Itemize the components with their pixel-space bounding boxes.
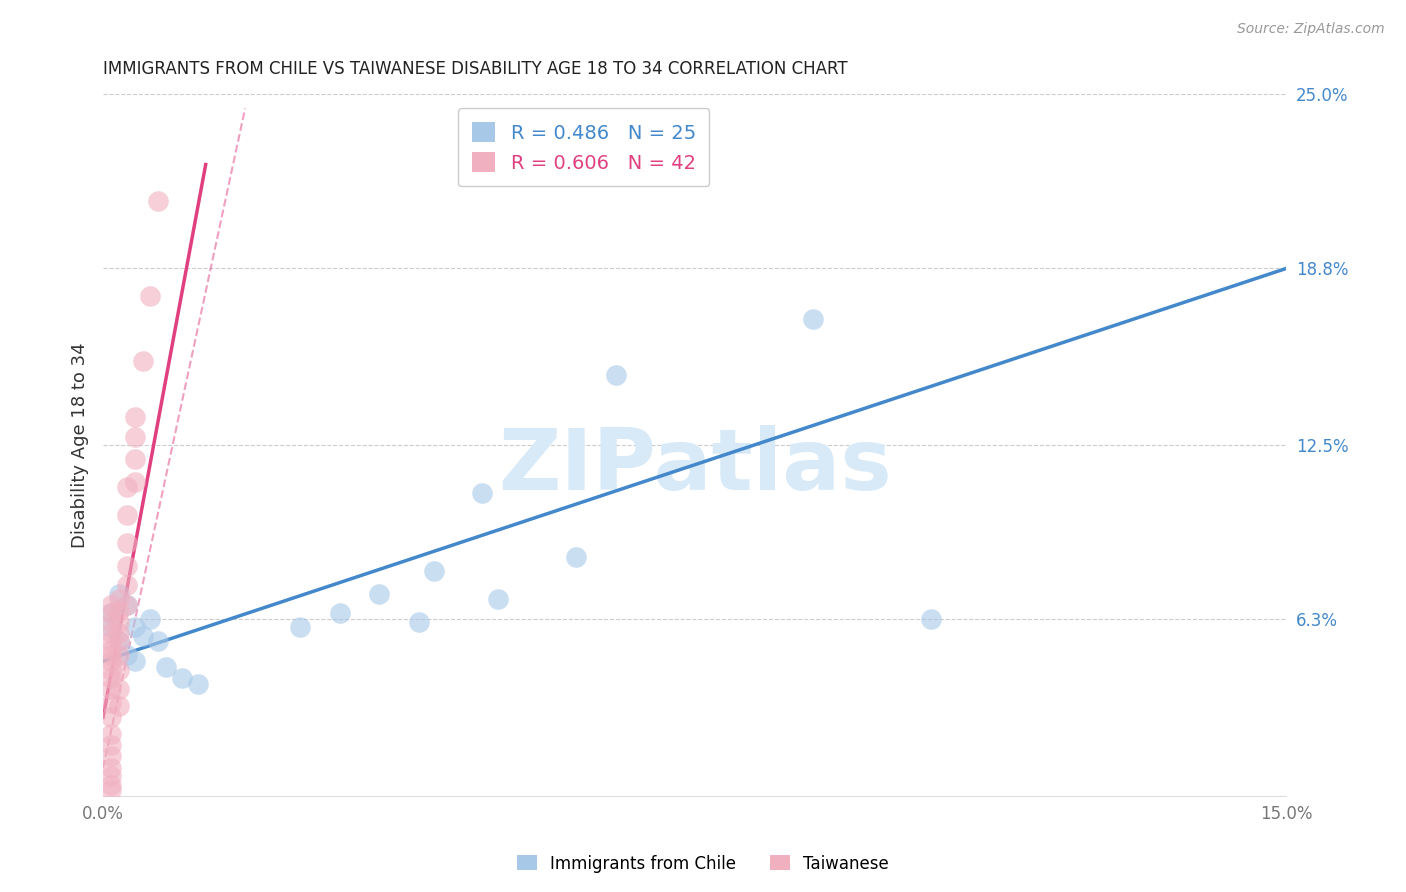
Point: [100, 769, 122, 783]
Point: [131, 629, 153, 643]
Point: [108, 604, 131, 618]
Point: [100, 663, 122, 677]
Point: [108, 634, 131, 648]
Point: [100, 607, 122, 621]
Point: [187, 676, 209, 690]
Point: [115, 558, 138, 573]
Point: [115, 578, 138, 592]
Y-axis label: Disability Age 18 to 34: Disability Age 18 to 34: [72, 343, 89, 548]
Point: [100, 607, 122, 621]
Point: [124, 430, 146, 444]
Point: [124, 620, 146, 634]
Point: [115, 648, 138, 663]
Text: Source: ZipAtlas.com: Source: ZipAtlas.com: [1237, 22, 1385, 37]
Point: [100, 654, 122, 668]
Point: [471, 485, 494, 500]
Point: [368, 587, 391, 601]
Point: [486, 592, 509, 607]
Point: [100, 778, 122, 792]
Point: [100, 783, 122, 797]
Point: [155, 659, 177, 673]
Point: [100, 620, 122, 634]
Point: [148, 634, 170, 648]
Point: [100, 761, 122, 775]
Point: [290, 620, 312, 634]
Point: [100, 671, 122, 685]
Point: [605, 368, 627, 382]
Point: [100, 710, 122, 724]
Point: [124, 410, 146, 425]
Point: [100, 626, 122, 640]
Point: [115, 480, 138, 494]
Point: [100, 696, 122, 710]
Point: [100, 634, 122, 648]
Point: [100, 643, 122, 657]
Point: [108, 663, 131, 677]
Point: [408, 615, 430, 629]
Point: [329, 607, 352, 621]
Point: [115, 536, 138, 550]
Point: [108, 626, 131, 640]
Point: [124, 452, 146, 467]
Point: [920, 612, 942, 626]
Point: [108, 682, 131, 697]
Point: [139, 289, 162, 303]
Point: [148, 194, 170, 208]
Legend: R = 0.486   N = 25, R = 0.606   N = 42: R = 0.486 N = 25, R = 0.606 N = 42: [458, 109, 710, 186]
Point: [108, 587, 131, 601]
Point: [115, 598, 138, 612]
Point: [139, 612, 162, 626]
Point: [124, 654, 146, 668]
Point: [100, 682, 122, 697]
Point: [108, 634, 131, 648]
Point: [115, 508, 138, 523]
Text: IMMIGRANTS FROM CHILE VS TAIWANESE DISABILITY AGE 18 TO 34 CORRELATION CHART: IMMIGRANTS FROM CHILE VS TAIWANESE DISAB…: [103, 60, 848, 78]
Point: [100, 615, 122, 629]
Point: [801, 311, 824, 326]
Point: [423, 565, 446, 579]
Point: [108, 615, 131, 629]
Point: [100, 749, 122, 764]
Point: [108, 698, 131, 713]
Point: [565, 550, 588, 565]
Point: [100, 727, 122, 741]
Point: [170, 671, 193, 685]
Text: ZIPatlas: ZIPatlas: [498, 425, 891, 508]
Point: [100, 598, 122, 612]
Point: [108, 592, 131, 607]
Point: [108, 648, 131, 663]
Legend: Immigrants from Chile, Taiwanese: Immigrants from Chile, Taiwanese: [510, 848, 896, 880]
Point: [115, 598, 138, 612]
Point: [131, 354, 153, 368]
Point: [100, 648, 122, 663]
Point: [124, 475, 146, 489]
Point: [100, 738, 122, 752]
